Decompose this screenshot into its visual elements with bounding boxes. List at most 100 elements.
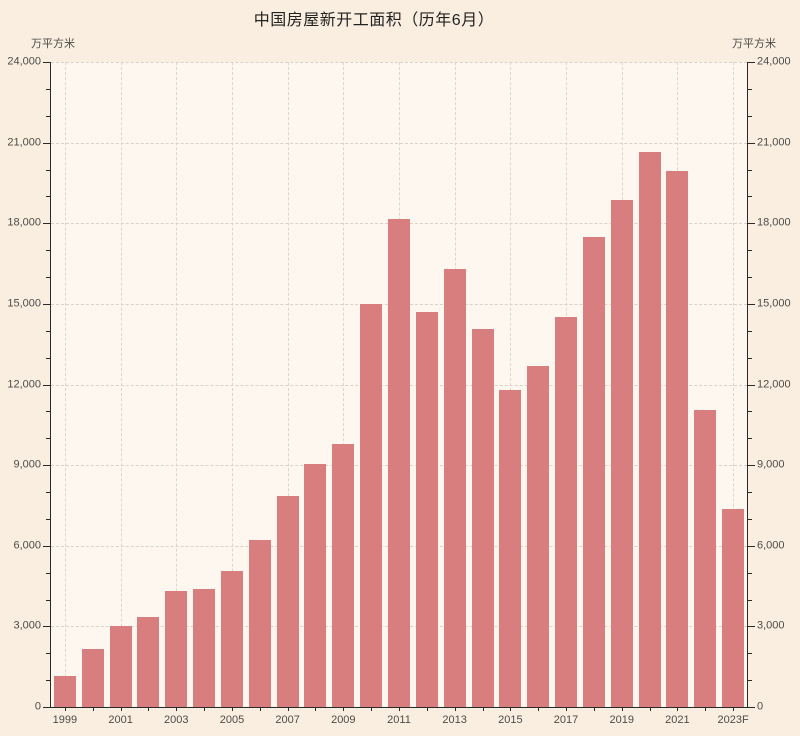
v-gridline-2009 bbox=[343, 62, 345, 707]
y-minor-tick-left-8000 bbox=[46, 492, 50, 493]
y-minor-tick-right-16000 bbox=[748, 277, 752, 278]
y-minor-tick-right-4000 bbox=[748, 599, 752, 601]
x-tick-label-2007: 2007 bbox=[275, 714, 300, 726]
y-minor-tick-right-14000 bbox=[748, 330, 752, 332]
bar-2023F bbox=[722, 509, 745, 707]
y-minor-tick-right-10000 bbox=[748, 438, 752, 440]
y-major-tick-right-15000 bbox=[748, 303, 755, 305]
y-tick-label-right-9000: 9,000 bbox=[757, 458, 785, 471]
y-tick-label-right-24000: 24,000 bbox=[757, 55, 791, 68]
bar-2017 bbox=[555, 317, 578, 707]
v-gridline-2007 bbox=[287, 62, 289, 707]
bar-1999 bbox=[53, 676, 76, 707]
y-minor-tick-left-2000 bbox=[46, 653, 50, 655]
bar-2019 bbox=[610, 200, 633, 707]
y-major-tick-left-9000 bbox=[43, 465, 50, 467]
y-minor-tick-left-7000 bbox=[46, 518, 50, 520]
x-tick-2004 bbox=[204, 707, 206, 711]
bar-2002 bbox=[137, 616, 160, 707]
y-minor-tick-right-1000 bbox=[748, 680, 752, 682]
x-tick-label-2017: 2017 bbox=[553, 714, 579, 726]
y-major-tick-left-15000 bbox=[43, 303, 50, 305]
y-tick-label-left-24000: 24,000 bbox=[7, 55, 41, 68]
bar-2000 bbox=[81, 649, 104, 707]
y-tick-label-left-9000: 9,000 bbox=[13, 458, 41, 471]
x-tick-2021 bbox=[677, 707, 679, 711]
y-minor-tick-left-23000 bbox=[46, 88, 50, 90]
y-tick-label-left-12000: 12,000 bbox=[7, 378, 41, 390]
v-gridline-2015 bbox=[510, 62, 512, 707]
y-major-tick-right-12000 bbox=[748, 384, 755, 386]
y-tick-label-left-3000: 3,000 bbox=[13, 619, 41, 632]
x-tick-2018 bbox=[593, 707, 595, 711]
x-tick-2023F bbox=[733, 707, 735, 711]
y-minor-tick-left-10000 bbox=[46, 438, 50, 440]
y-minor-tick-right-7000 bbox=[748, 518, 752, 520]
y-major-tick-left-12000 bbox=[43, 384, 50, 386]
x-tick-label-2009: 2009 bbox=[331, 714, 356, 726]
v-gridline-1999 bbox=[64, 62, 66, 707]
y-tick-label-left-18000: 18,000 bbox=[7, 216, 41, 229]
x-tick-2012 bbox=[426, 707, 428, 711]
x-tick-2014 bbox=[482, 707, 484, 711]
x-tick-2010 bbox=[371, 707, 373, 711]
plot-area: 0 0 3,000 3,000 6,000 6,000 9,000 9,000 12,000 12… bbox=[7, 56, 790, 726]
x-tick-label-1999: 1999 bbox=[52, 714, 78, 726]
v-gridline-2023F bbox=[733, 62, 735, 707]
bar-2010 bbox=[360, 303, 383, 707]
left-axis-unit-label: 万平方米 bbox=[31, 38, 75, 50]
x-tick-label-2021: 2021 bbox=[665, 714, 690, 726]
y-minor-tick-right-5000 bbox=[748, 572, 752, 574]
y-tick-label-left-6000: 6,000 bbox=[13, 539, 41, 552]
y-major-tick-left-3000 bbox=[43, 626, 50, 628]
y-major-tick-left-18000 bbox=[43, 223, 50, 225]
bar-2016 bbox=[527, 365, 550, 707]
y-major-tick-right-6000 bbox=[748, 545, 755, 547]
y-major-tick-right-0 bbox=[748, 707, 755, 708]
y-minor-tick-right-13000 bbox=[748, 357, 752, 359]
v-gridline-2003 bbox=[176, 62, 178, 707]
bar-2006 bbox=[248, 540, 271, 707]
x-tick-2003 bbox=[176, 707, 178, 711]
x-tick-2020 bbox=[649, 707, 651, 711]
y-minor-tick-left-14000 bbox=[46, 330, 50, 332]
x-tick-2015 bbox=[510, 707, 512, 711]
x-tick-2000 bbox=[92, 707, 94, 711]
bar-2008 bbox=[304, 463, 327, 707]
y-minor-tick-right-2000 bbox=[748, 653, 752, 655]
y-tick-label-left-21000: 21,000 bbox=[7, 136, 41, 149]
y-major-tick-right-24000 bbox=[748, 62, 755, 63]
x-tick-2019 bbox=[621, 707, 623, 711]
x-tick-label-2019: 2019 bbox=[609, 714, 634, 726]
x-tick-label-2003: 2003 bbox=[164, 714, 189, 726]
y-minor-tick-right-8000 bbox=[748, 492, 752, 493]
y-tick-label-right-21000: 21,000 bbox=[757, 136, 791, 149]
x-tick-2013 bbox=[454, 707, 456, 711]
bar-2003 bbox=[165, 591, 188, 707]
bar-2020 bbox=[638, 152, 661, 707]
y-major-tick-left-21000 bbox=[43, 142, 50, 144]
x-tick-2009 bbox=[343, 707, 345, 711]
y-minor-tick-right-19000 bbox=[748, 196, 752, 198]
x-tick-2002 bbox=[148, 707, 150, 711]
x-tick-label-2013: 2013 bbox=[442, 714, 467, 726]
bar-2018 bbox=[582, 236, 605, 707]
y-minor-tick-left-13000 bbox=[46, 357, 50, 359]
v-gridline-2001 bbox=[120, 62, 122, 707]
y-minor-tick-left-20000 bbox=[46, 169, 50, 171]
bar-2022 bbox=[694, 410, 717, 707]
y-major-tick-left-6000 bbox=[43, 545, 50, 547]
x-tick-2008 bbox=[315, 707, 317, 711]
y-tick-label-right-0: 0 bbox=[757, 700, 764, 713]
x-tick-2016 bbox=[538, 707, 540, 711]
y-major-tick-left-0 bbox=[43, 707, 50, 708]
y-major-tick-left-24000 bbox=[43, 62, 50, 63]
y-tick-label-left-15000: 15,000 bbox=[7, 297, 41, 310]
y-minor-tick-left-11000 bbox=[46, 411, 50, 413]
y-major-tick-right-18000 bbox=[748, 223, 755, 225]
bar-2021 bbox=[666, 170, 689, 707]
x-tick-2011 bbox=[399, 707, 400, 711]
bar-2001 bbox=[109, 626, 132, 707]
bar-2004 bbox=[193, 588, 216, 707]
